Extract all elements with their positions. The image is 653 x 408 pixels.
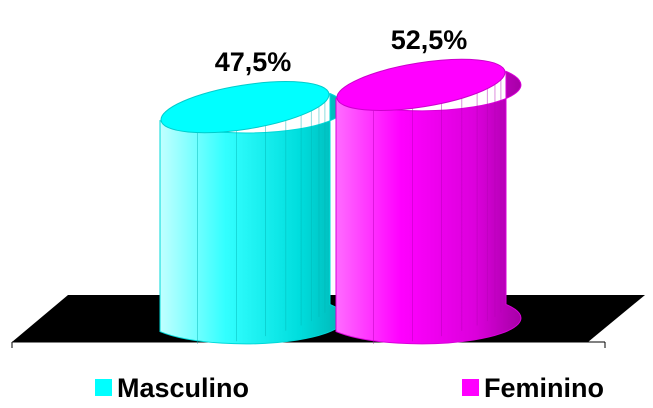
bar-body (159, 92, 346, 345)
bar-masculino (159, 81, 346, 345)
data-label: 52,5% (391, 25, 468, 55)
legend-entry: Feminino (462, 373, 604, 403)
legend: Masculino Feminino (95, 373, 604, 403)
legend-label: Masculino (117, 373, 249, 403)
bar-feminino (335, 58, 522, 345)
data-label: 47,5% (215, 47, 292, 77)
legend-entry: Masculino (95, 373, 249, 403)
legend-swatch (95, 379, 112, 396)
legend-label: Feminino (484, 373, 604, 403)
bar-body (335, 70, 522, 345)
legend-swatch (462, 379, 479, 396)
bar-top (160, 81, 330, 134)
bar-top (336, 58, 506, 111)
labels-layer: 47,5% 52,5% (215, 25, 468, 77)
bars-layer (159, 58, 522, 345)
